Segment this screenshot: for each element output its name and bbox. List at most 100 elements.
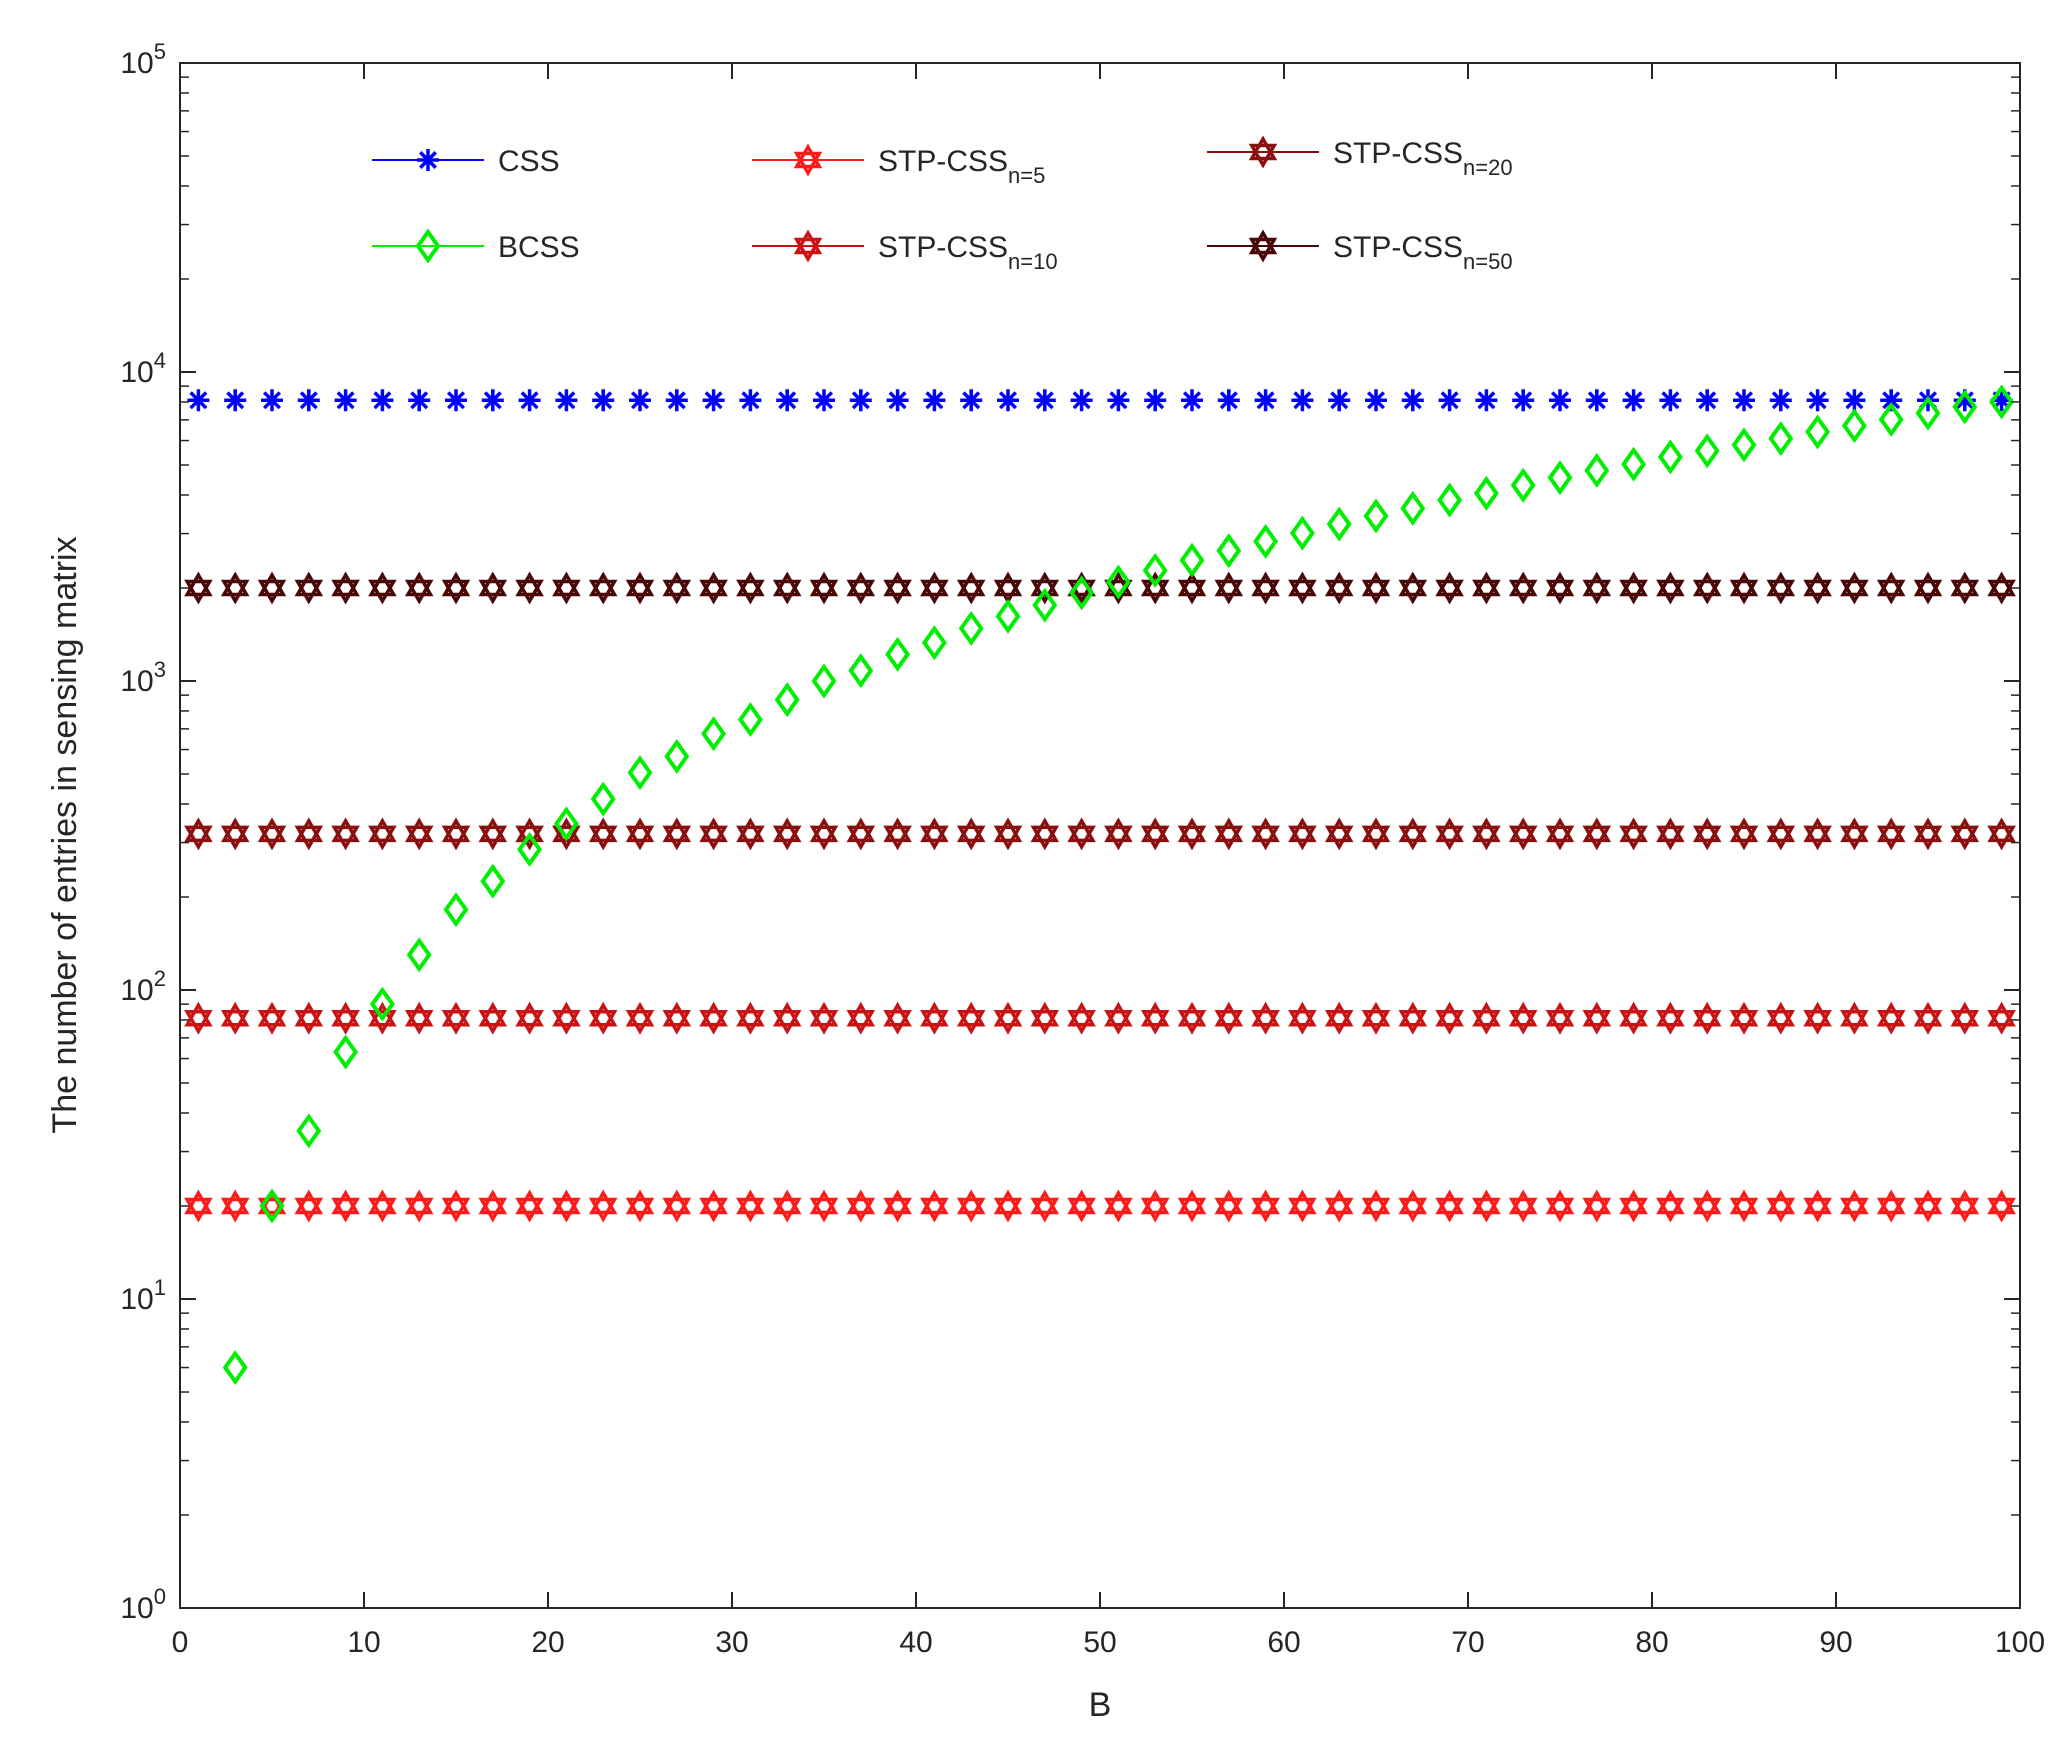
- data-point: [1177, 571, 1207, 605]
- data-point: [1104, 1001, 1133, 1035]
- x-tick-label: 80: [1635, 1626, 1668, 1659]
- data-point: [1622, 389, 1645, 412]
- legend-marker: [415, 228, 441, 264]
- data-point: [1365, 389, 1387, 412]
- data-point: [699, 571, 728, 605]
- data-point: [662, 1189, 692, 1223]
- data-point: [1140, 1001, 1170, 1035]
- data-point: [1030, 1189, 1060, 1223]
- data-point: [1840, 1001, 1869, 1035]
- data-point: [1990, 389, 2013, 412]
- data-point: [1766, 817, 1796, 851]
- data-point: [699, 1189, 728, 1223]
- data-point: [956, 1189, 986, 1223]
- data-point: [1733, 389, 1755, 412]
- data-point: [1217, 389, 1240, 412]
- data-point: [368, 1189, 397, 1223]
- data-point: [1030, 817, 1060, 851]
- series-6: [184, 571, 2016, 605]
- data-point: [848, 653, 874, 689]
- data-point: [257, 571, 287, 605]
- data-point: [1140, 817, 1170, 851]
- data-point: [1656, 1001, 1685, 1035]
- data-point: [1694, 433, 1720, 469]
- data-point: [1400, 490, 1426, 526]
- data-point: [1508, 817, 1538, 851]
- data-point: [1475, 389, 1498, 412]
- data-point: [1584, 453, 1610, 488]
- data-point: [518, 389, 541, 412]
- data-point: [956, 817, 986, 851]
- data-point: [1876, 571, 1906, 605]
- data-point: [368, 817, 397, 851]
- series-5: [184, 817, 2016, 851]
- data-point: [1512, 389, 1535, 412]
- x-tick-label: 10: [347, 1626, 380, 1659]
- y-tick-label: 100: [120, 1584, 166, 1625]
- data-point: [1177, 1189, 1207, 1223]
- data-point: [331, 571, 360, 605]
- data-point: [441, 817, 471, 851]
- data-point: [1032, 587, 1058, 623]
- data-point: [846, 1001, 876, 1035]
- legend-label: STP-CSSn=50: [1333, 231, 1513, 274]
- legend-entry: STP-CSSn=20: [1207, 135, 1513, 180]
- data-point: [774, 682, 800, 718]
- data-point: [1144, 389, 1167, 412]
- data-point: [1876, 1001, 1906, 1035]
- data-point: [1696, 389, 1719, 412]
- data-point: [1179, 542, 1205, 578]
- data-point: [1324, 571, 1354, 605]
- legend-marker: [793, 229, 823, 263]
- data-point: [1253, 523, 1279, 559]
- data-point: [1989, 384, 2015, 420]
- data-point: [1067, 1189, 1096, 1223]
- data-point: [920, 1001, 949, 1035]
- data-point: [737, 702, 763, 738]
- data-point: [883, 1189, 912, 1223]
- data-point: [1251, 1001, 1280, 1035]
- data-point: [1621, 446, 1647, 482]
- data-point: [809, 817, 839, 851]
- legend-label: CSS: [498, 145, 560, 178]
- x-tick-label: 30: [715, 1626, 748, 1659]
- data-point: [1731, 427, 1757, 463]
- data-point: [1843, 389, 1866, 412]
- data-point: [1619, 817, 1648, 851]
- data-point: [1289, 515, 1315, 551]
- data-point: [1656, 817, 1685, 851]
- series-layer: [184, 384, 2016, 1385]
- data-point: [1659, 389, 1682, 412]
- legend-label: STP-CSSn=20: [1333, 137, 1513, 180]
- data-point: [1361, 1189, 1391, 1223]
- data-point: [664, 738, 690, 774]
- data-point: [1398, 571, 1428, 605]
- data-point: [625, 571, 655, 605]
- data-point: [1585, 389, 1608, 412]
- data-point: [1398, 1001, 1428, 1035]
- legend-label: BCSS: [498, 231, 580, 264]
- data-point: [1508, 1001, 1538, 1035]
- data-point: [997, 389, 1019, 412]
- data-point: [993, 817, 1023, 851]
- data-point: [846, 571, 876, 605]
- data-point: [1913, 1001, 1943, 1035]
- legend: CSS BCSS STP-CSSn=5 STP-CSSn=10 STP-CSSn=20 S…: [372, 135, 1513, 274]
- data-point: [1069, 575, 1095, 611]
- data-point: [1915, 395, 1941, 431]
- data-point: [1545, 1189, 1575, 1223]
- data-point: [404, 817, 434, 851]
- data-point: [552, 1189, 581, 1223]
- data-point: [294, 1189, 324, 1223]
- data-point: [224, 389, 247, 412]
- data-point: [1692, 1189, 1722, 1223]
- data-point: [1251, 1189, 1280, 1223]
- data-point: [478, 817, 508, 851]
- x-tick-label: 60: [1267, 1626, 1300, 1659]
- data-point: [993, 571, 1023, 605]
- legend-marker: [793, 143, 823, 177]
- data-point: [1950, 1189, 1980, 1223]
- data-point: [923, 389, 946, 412]
- data-point: [1435, 817, 1464, 851]
- data-point: [404, 1001, 434, 1035]
